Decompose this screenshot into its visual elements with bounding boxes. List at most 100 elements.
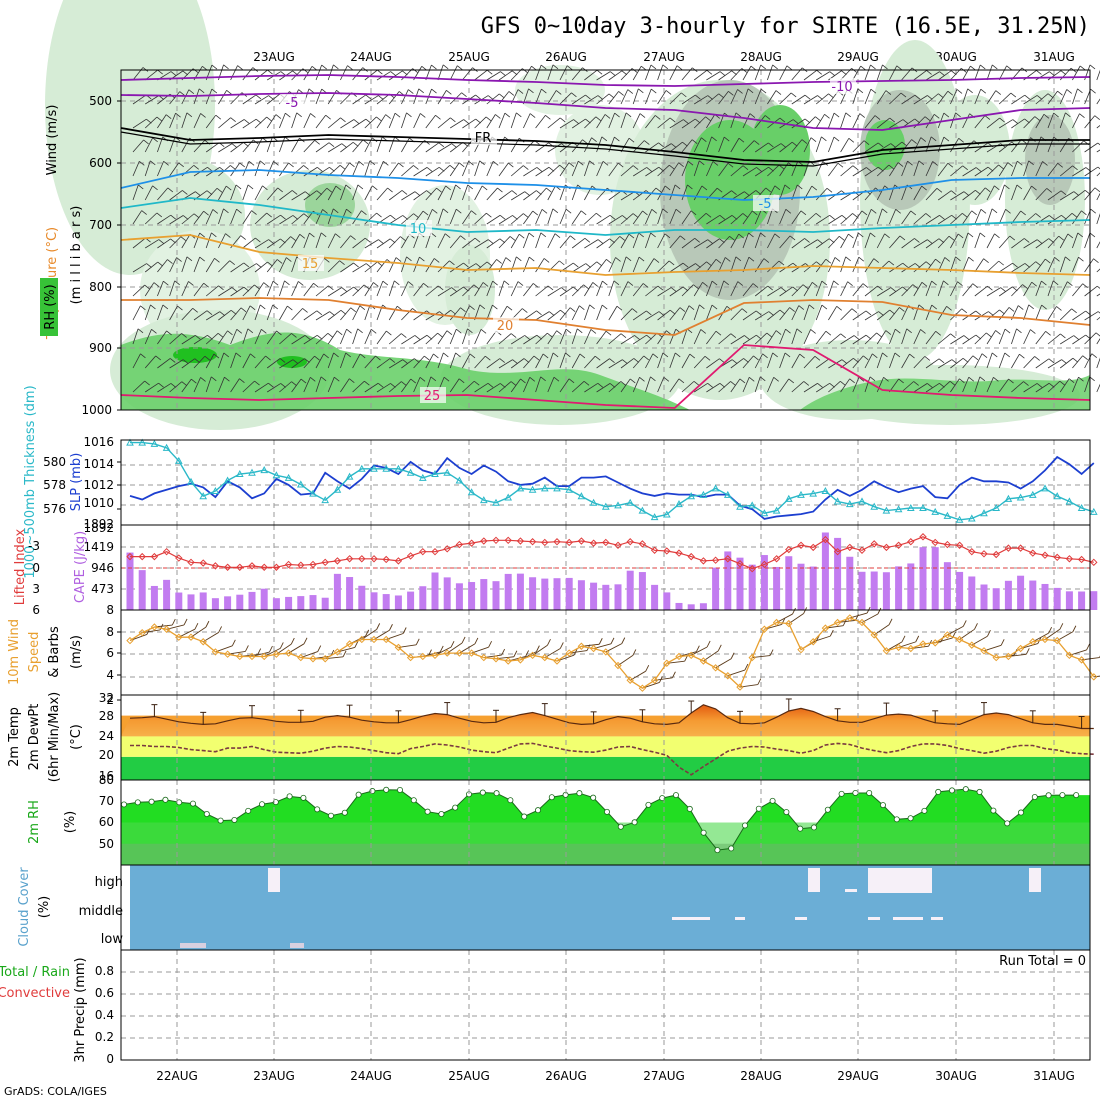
upper-wind-barb bbox=[608, 381, 622, 393]
upper-wind-barb-flag bbox=[192, 68, 199, 74]
upper-wind-barb bbox=[315, 187, 328, 201]
upper-wind-barb-flag bbox=[170, 383, 177, 388]
upper-wind-barb-flag bbox=[394, 280, 400, 286]
lifted-index-point bbox=[675, 549, 683, 557]
upper-wind-barb bbox=[1059, 378, 1070, 393]
wind-10m-barb-flag bbox=[842, 619, 847, 626]
upper-wind-barb-flag bbox=[634, 335, 640, 340]
upper-wind-barb-flag bbox=[958, 138, 964, 143]
upper-wind-barb bbox=[901, 160, 908, 177]
upper-wind-barb bbox=[620, 308, 633, 321]
upper-wind-barb bbox=[437, 117, 451, 129]
upper-wind-barb bbox=[449, 352, 456, 369]
upper-wind-barb bbox=[535, 332, 548, 345]
cloud-high-block bbox=[1029, 868, 1041, 892]
upper-wind-barb bbox=[693, 383, 708, 393]
upper-wind-barb-flag bbox=[650, 88, 657, 94]
upper-wind-barb bbox=[425, 353, 434, 369]
upper-wind-barb bbox=[974, 166, 989, 177]
upper-wind-barb bbox=[840, 308, 853, 321]
upper-wind-barb-flag bbox=[748, 256, 755, 262]
upper-wind-barb-flag bbox=[1058, 235, 1065, 241]
upper-wind-barb bbox=[693, 282, 703, 297]
upper-wind-barb bbox=[254, 329, 262, 345]
upper-wind-barb bbox=[303, 310, 318, 321]
upper-wind-barb bbox=[181, 378, 192, 393]
upper-wind-barb bbox=[449, 235, 461, 249]
upper-wind-barb-flag bbox=[865, 310, 872, 316]
upper-wind-barb-flag bbox=[888, 260, 895, 266]
upper-wind-barb-flag bbox=[719, 358, 725, 363]
upper-wind-barb-flag bbox=[314, 355, 320, 361]
upper-wind-barb bbox=[937, 359, 953, 369]
upper-wind-barb-flag bbox=[1079, 65, 1086, 71]
upper-wind-barb-flag bbox=[140, 305, 146, 311]
upper-wind-barb-flag bbox=[479, 304, 486, 310]
upper-wind-barb bbox=[998, 378, 1009, 393]
isotherm-label: FR bbox=[475, 131, 492, 146]
thickness-axis-label: 1000~500mb Thickness (dm) bbox=[23, 385, 38, 578]
upper-wind-barb-flag bbox=[178, 162, 184, 168]
upper-wind-barb-flag bbox=[529, 377, 536, 382]
upper-wind-barb-flag bbox=[200, 377, 206, 382]
upper-wind-barb-flag bbox=[182, 215, 189, 220]
upper-wind-barb bbox=[779, 65, 788, 81]
rh-point bbox=[410, 797, 417, 804]
lifted-index-point bbox=[431, 547, 439, 556]
wind-10m-barb-flag bbox=[695, 645, 700, 652]
upper-wind-barb bbox=[327, 64, 334, 81]
upper-wind-barb bbox=[291, 281, 299, 297]
upper-wind-barb-flag bbox=[755, 310, 762, 316]
upper-wind-barb-flag bbox=[334, 376, 340, 382]
wind-10m-barb bbox=[190, 626, 207, 638]
cape-bar bbox=[211, 598, 219, 610]
thickness-point bbox=[345, 472, 354, 480]
upper-wind-barb bbox=[986, 352, 993, 369]
lifted-index-axis-label: Lifted Index bbox=[13, 528, 28, 605]
top-day-label: 26AUG bbox=[545, 50, 587, 64]
upper-wind-barb bbox=[681, 284, 694, 297]
rh-tick-label: 60 bbox=[99, 815, 114, 829]
upper-wind-barb bbox=[681, 161, 689, 177]
upper-wind-barb bbox=[571, 94, 586, 105]
upper-wind-barb-flag bbox=[419, 256, 425, 262]
upper-wind-barb bbox=[266, 383, 281, 393]
thickness-point bbox=[431, 469, 439, 477]
upper-wind-barb bbox=[547, 309, 561, 321]
upper-wind-barb bbox=[242, 263, 257, 273]
upper-wind-barb bbox=[1047, 333, 1061, 345]
cape-tick-label: 1419 bbox=[83, 540, 114, 554]
upper-wind-barb-flag bbox=[679, 307, 686, 312]
upper-wind-barb-flag bbox=[276, 330, 282, 336]
upper-wind-barb-flag bbox=[387, 187, 393, 193]
upper-wind-barb-flag bbox=[619, 236, 626, 241]
upper-wind-barb-flag bbox=[949, 380, 956, 386]
upper-wind-barb bbox=[230, 352, 237, 369]
upper-wind-barb bbox=[718, 257, 726, 273]
upper-wind-barb bbox=[815, 215, 830, 225]
upper-wind-barb-flag bbox=[1060, 70, 1067, 75]
upper-wind-barb-flag bbox=[1016, 184, 1023, 190]
rh-high-spot bbox=[277, 356, 307, 368]
wind-speed-point bbox=[846, 614, 854, 622]
rh-point bbox=[1059, 792, 1066, 799]
upper-wind-barb-flag bbox=[975, 310, 982, 316]
upper-wind-barb bbox=[144, 282, 155, 297]
upper-wind-barb bbox=[779, 92, 792, 105]
upper-wind-barb-flag bbox=[753, 140, 760, 145]
upper-wind-barb bbox=[486, 280, 493, 297]
upper-wind-barb-flag bbox=[1052, 280, 1059, 286]
upper-wind-barb-flag bbox=[473, 380, 480, 386]
upper-wind-barb-flag bbox=[511, 190, 518, 195]
cape-bar bbox=[358, 585, 366, 610]
upper-wind-barb-flag bbox=[266, 212, 272, 218]
wind-10m-barb bbox=[1056, 631, 1074, 641]
wind-10m-barb-flag bbox=[730, 652, 735, 659]
upper-wind-barb bbox=[913, 329, 921, 345]
upper-wind-barb bbox=[401, 234, 410, 249]
wind-10m-barb bbox=[898, 641, 916, 648]
upper-wind-barb-flag bbox=[548, 311, 555, 316]
upper-wind-barb bbox=[767, 309, 781, 321]
upper-wind-barb bbox=[998, 235, 1011, 249]
upper-wind-barb bbox=[950, 335, 965, 345]
